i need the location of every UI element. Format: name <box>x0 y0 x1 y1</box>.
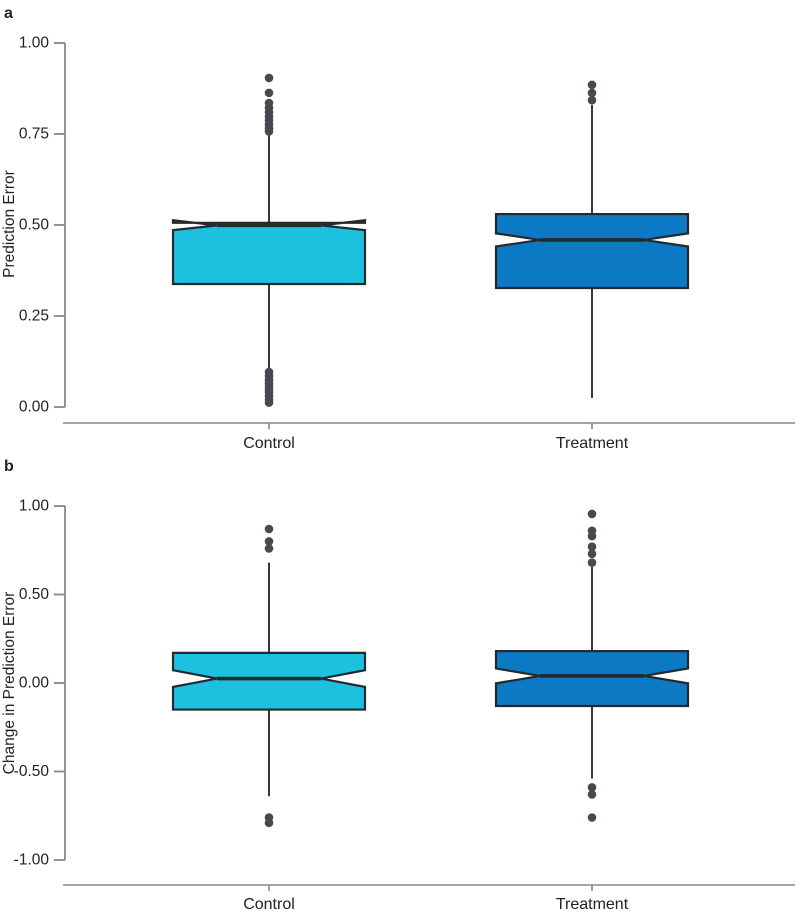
y-tick-label: 0.75 <box>19 126 49 143</box>
outlier-point-treatment <box>587 549 597 559</box>
y-axis-title: Prediction Error <box>1 170 18 278</box>
category-label-control: Control <box>243 435 295 452</box>
category-label-treatment: Treatment <box>556 896 629 913</box>
y-tick-label: 0.50 <box>19 586 50 603</box>
y-tick-label: -1.00 <box>14 852 50 869</box>
y-tick-label: -0.50 <box>14 763 50 780</box>
category-label-control: Control <box>243 896 295 913</box>
outlier-point-treatment <box>587 531 597 541</box>
category-label-treatment: Treatment <box>556 435 629 452</box>
box-treatment <box>494 650 690 708</box>
panel-label-b: b <box>4 458 14 475</box>
panel-a-chart: 1.00 0.75 0.50 0.25 0.00 Prediction Error Cont… <box>1 35 795 452</box>
box-control <box>171 651 367 711</box>
outlier-point-control <box>264 544 274 553</box>
box-treatment <box>494 212 690 290</box>
y-tick-label: 0.00 <box>19 675 50 692</box>
outlier-point-treatment <box>587 80 597 90</box>
y-tick-label: 1.00 <box>19 498 50 515</box>
outlier-point-control <box>264 398 274 407</box>
box-control <box>171 219 367 286</box>
outlier-point-control <box>264 818 274 828</box>
y-axis-title: Change in Prediction Error <box>1 592 18 775</box>
outlier-point-treatment <box>587 88 597 98</box>
y-tick-label: 0.25 <box>19 308 49 325</box>
outlier-point-control <box>264 73 274 83</box>
outlier-point-treatment <box>587 813 597 822</box>
outlier-point-treatment <box>587 542 597 552</box>
panel-b-chart: 1.00 0.50 0.00 -0.50 -1.00 Change in Predicti… <box>1 498 795 913</box>
outlier-point-treatment <box>587 509 597 519</box>
y-tick-label: 0.50 <box>19 217 50 234</box>
outlier-point-control <box>264 524 274 534</box>
y-tick-label: 0.00 <box>19 399 50 416</box>
outlier-point-control <box>264 88 274 98</box>
outlier-point-control <box>264 127 274 136</box>
outlier-point-treatment <box>587 790 597 799</box>
panel-label-a: a <box>4 5 13 22</box>
outlier-point-control <box>264 537 274 546</box>
outlier-point-treatment <box>587 783 597 792</box>
outlier-point-treatment <box>587 95 597 105</box>
outlier-point-treatment <box>587 558 597 567</box>
y-tick-label: 1.00 <box>19 35 50 52</box>
